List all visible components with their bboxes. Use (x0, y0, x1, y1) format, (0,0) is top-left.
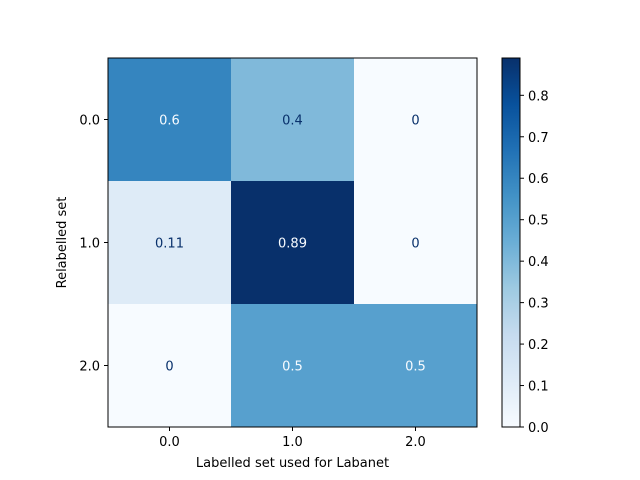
colorbar-tick-label: 0.4 (528, 255, 549, 270)
x-tick-label: 1.0 (282, 435, 303, 450)
colorbar-tick-label: 0.2 (528, 338, 549, 353)
heatmap-cell-r1-c1 (231, 181, 355, 305)
colorbar-tick-label: 0.8 (528, 89, 549, 104)
colorbar-tick-label: 0.1 (528, 380, 549, 395)
colorbar-tick-label: 0.5 (528, 214, 549, 229)
x-axis-ticks: 0.0 1.0 2.0 (159, 427, 426, 450)
x-tick-label: 2.0 (405, 435, 426, 450)
cell-value-label-r0-c2: 0 (411, 114, 419, 129)
heatmap-cell-r1-c2 (354, 181, 478, 305)
heatmap-cell-r0-c1 (231, 58, 355, 182)
heatmap-cell-r2-c0 (108, 304, 232, 428)
colorbar (501, 57, 521, 428)
colorbar-tick-label: 0.0 (528, 421, 549, 436)
colorbar-tick-label: 0.7 (528, 131, 549, 146)
cell-value-label-r1-c0: 0.11 (155, 237, 184, 252)
y-tick-label: 0.0 (79, 114, 100, 129)
y-tick-label: 1.0 (79, 237, 100, 252)
cell-value-label-r1-c1: 0.89 (278, 237, 307, 252)
heatmap-cell-r2-c1 (231, 304, 355, 428)
cell-value-label-r2-c0: 0 (165, 360, 173, 375)
cell-value-label-r0-c1: 0.4 (282, 114, 303, 129)
colorbar-tick-label: 0.6 (528, 172, 549, 187)
y-axis-label: Relabelled set (55, 197, 70, 289)
colorbar-tick-label: 0.3 (528, 297, 549, 312)
cell-value-label-r1-c2: 0 (411, 237, 419, 252)
cell-value-label-r2-c2: 0.5 (405, 360, 426, 375)
x-tick-label: 0.0 (159, 435, 180, 450)
x-axis-label: Labelled set used for Labanet (196, 456, 389, 471)
heatmap-cell-r1-c0 (108, 181, 232, 305)
heatmap-cell-r2-c2 (354, 304, 478, 428)
colorbar-ticks: 0.0 0.1 0.2 0.3 0.4 0.5 0.6 0.7 0.8 (520, 89, 549, 436)
y-tick-label: 2.0 (79, 360, 100, 375)
heatmap-cell-r0-c0 (108, 58, 232, 182)
cell-value-label-r0-c0: 0.6 (159, 114, 180, 129)
heatmap-cell-r0-c2 (354, 58, 478, 182)
heatmap-cell-labels: 0.6 0.4 0 0.11 0.89 0 0 0.5 0.5 (155, 114, 426, 375)
cell-value-label-r2-c1: 0.5 (282, 360, 303, 375)
y-axis-ticks: 0.0 1.0 2.0 (79, 114, 108, 375)
heatmap-cells (108, 58, 478, 428)
